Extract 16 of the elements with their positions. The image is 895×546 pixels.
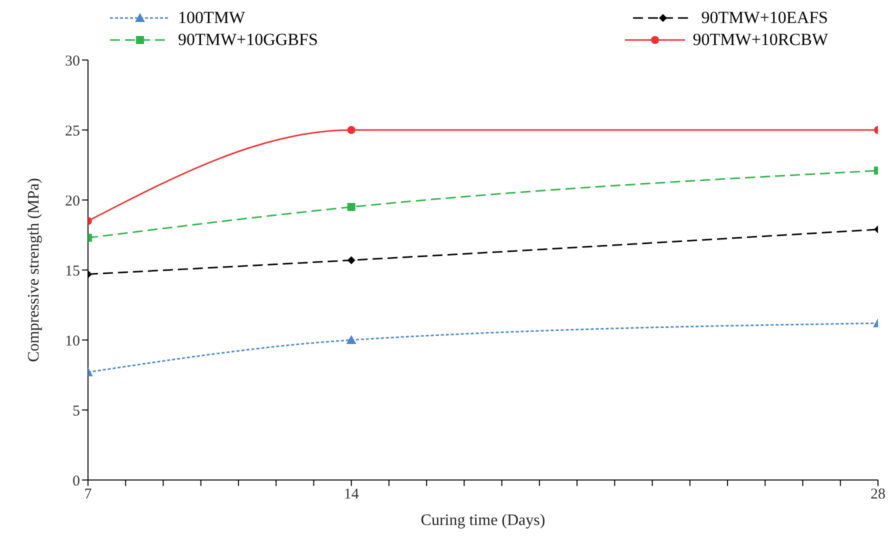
y-tick-label: 20 (65, 193, 80, 210)
x-tick-label: 14 (344, 486, 360, 503)
y-tick-label: 5 (72, 403, 80, 420)
y-tick-label: 0 (72, 473, 80, 490)
y-tick-label: 10 (65, 333, 80, 350)
legend-label: 90TMW+10EAFS (701, 8, 828, 28)
y-tick-label: 30 (65, 53, 80, 70)
y-tick-label: 25 (65, 123, 80, 140)
legend-label: 90TMW+10RCBW (692, 30, 828, 50)
x-tick-label: 28 (870, 486, 886, 503)
legend-label: 90TMW+10GGBFS (178, 30, 318, 50)
x-tick-label: 7 (84, 486, 92, 503)
y-tick-label: 15 (65, 263, 80, 280)
legend-label: 100TMW (178, 8, 246, 28)
x-axis-title: Curing time (Days) (420, 512, 546, 529)
y-axis-title: Compressive strength (MPa) (26, 178, 43, 362)
